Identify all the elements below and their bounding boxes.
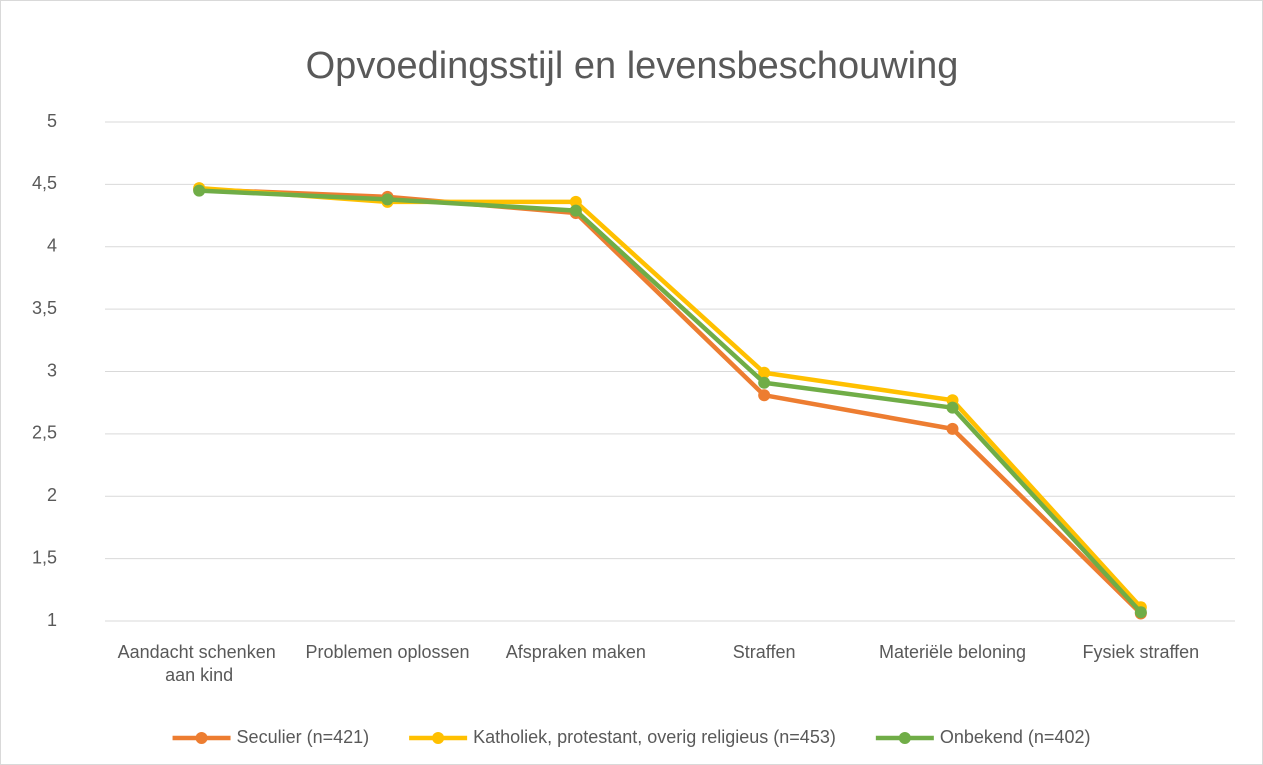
legend-label: Katholiek, protestant, overig religieus … [473, 727, 836, 747]
legend-marker [432, 732, 445, 744]
y-tick-label: 2,5 [32, 423, 57, 443]
legend-marker [898, 732, 911, 744]
data-point [758, 376, 771, 389]
x-tick-label: Straffen [733, 642, 796, 662]
y-tick-label: 5 [47, 111, 57, 131]
x-tick-label: Materiële beloning [879, 642, 1026, 662]
x-tick-label: Aandacht schenken aan kind [118, 642, 281, 685]
series-line [199, 187, 1143, 616]
y-tick-label: 3,5 [32, 298, 57, 318]
y-tick-label: 2 [47, 485, 57, 505]
y-tick-label: 1,5 [32, 547, 57, 567]
x-tick-label: Afspraken maken [506, 642, 646, 662]
data-point [758, 389, 771, 402]
x-tick-label: Fysiek straffen [1082, 642, 1199, 662]
data-point [569, 195, 582, 208]
data-point [758, 366, 771, 379]
chart-title: Opvoedingsstijl en levensbeschouwing [306, 45, 959, 87]
y-tick-label: 4,5 [32, 173, 57, 193]
legend-label: Onbekend (n=402) [940, 727, 1091, 747]
legend-label: Seculier (n=421) [237, 727, 370, 747]
y-tick-label: 4 [47, 236, 57, 256]
data-point [569, 204, 582, 217]
y-tick-label: 1 [47, 610, 57, 630]
data-point [193, 184, 206, 197]
y-tick-label: 3 [47, 360, 57, 380]
data-point [946, 422, 959, 435]
series-line [199, 188, 1143, 614]
x-tick-label: Problemen oplossen [305, 642, 469, 662]
legend: Seculier (n=421) Katholiek, protestant, o… [172, 727, 1091, 747]
data-point [1134, 606, 1147, 619]
legend-marker [195, 732, 208, 744]
data-point [381, 193, 394, 206]
data-point [946, 401, 959, 414]
